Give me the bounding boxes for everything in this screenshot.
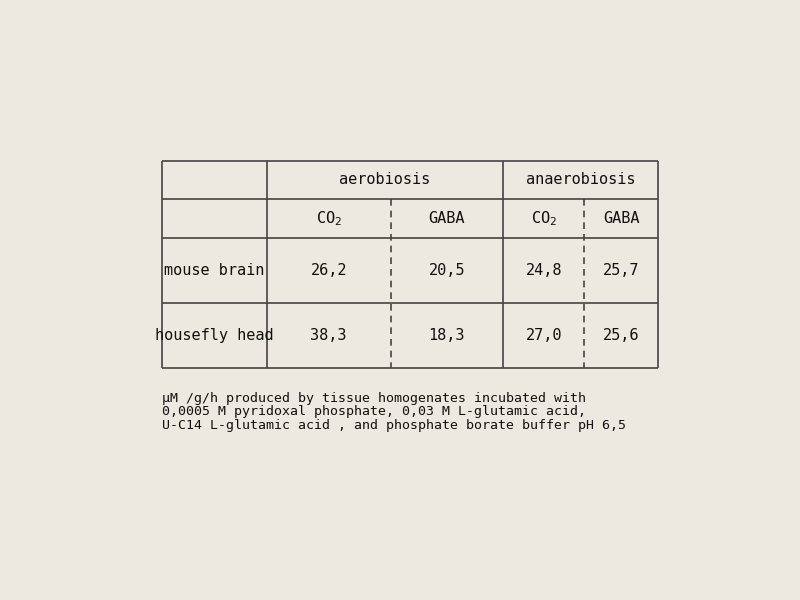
Text: anaerobiosis: anaerobiosis xyxy=(526,172,635,187)
Text: μM /g/h produced by tissue homogenates incubated with: μM /g/h produced by tissue homogenates i… xyxy=(162,392,586,404)
Text: CO$_2$: CO$_2$ xyxy=(315,209,342,227)
Text: 27,0: 27,0 xyxy=(526,328,562,343)
Text: 20,5: 20,5 xyxy=(429,263,465,278)
Text: GABA: GABA xyxy=(603,211,639,226)
Text: 18,3: 18,3 xyxy=(429,328,465,343)
Text: 24,8: 24,8 xyxy=(526,263,562,278)
Text: U-C14 L-glutamic acid , and phosphate borate buffer pH 6,5: U-C14 L-glutamic acid , and phosphate bo… xyxy=(162,419,626,432)
Text: GABA: GABA xyxy=(429,211,465,226)
Text: mouse brain: mouse brain xyxy=(164,263,265,278)
Text: 25,7: 25,7 xyxy=(603,263,639,278)
Text: 25,6: 25,6 xyxy=(603,328,639,343)
Text: housefly head: housefly head xyxy=(155,328,274,343)
Text: CO$_2$: CO$_2$ xyxy=(530,209,557,227)
Text: 0,0005 M pyridoxal phosphate, 0,03 M L-glutamic acid,: 0,0005 M pyridoxal phosphate, 0,03 M L-g… xyxy=(162,406,586,418)
Text: 26,2: 26,2 xyxy=(310,263,347,278)
Text: 38,3: 38,3 xyxy=(310,328,347,343)
Text: aerobiosis: aerobiosis xyxy=(339,172,430,187)
